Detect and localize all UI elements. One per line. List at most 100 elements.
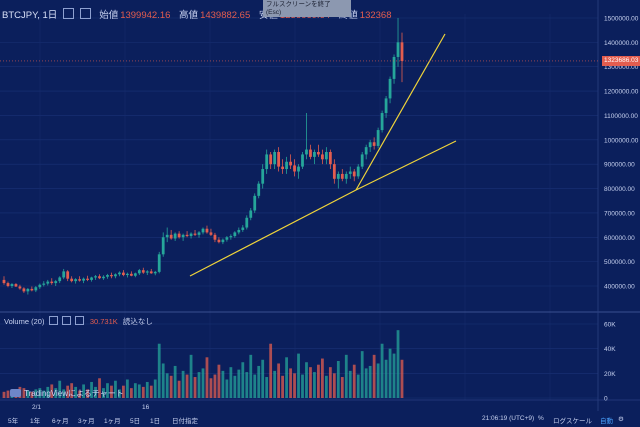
volume-bar bbox=[110, 385, 113, 398]
auto-scale-toggle[interactable]: 自動 bbox=[600, 418, 613, 425]
candle-body bbox=[98, 276, 101, 279]
volume-bar bbox=[321, 358, 324, 398]
volume-bar bbox=[364, 368, 368, 398]
header-settings-icon[interactable] bbox=[62, 8, 74, 19]
volume-hide-icon[interactable] bbox=[61, 316, 71, 325]
date-range-button[interactable]: 日付指定 bbox=[172, 418, 198, 425]
percent-toggle[interactable]: % bbox=[538, 415, 544, 422]
volume-bar bbox=[62, 389, 66, 398]
candle-body bbox=[233, 232, 237, 237]
candle-body bbox=[38, 284, 42, 288]
volume-bar bbox=[384, 359, 388, 398]
clock-display[interactable]: 21:06:19 (UTC+9) bbox=[482, 415, 535, 422]
candle-body bbox=[42, 283, 46, 285]
volume-bar bbox=[22, 388, 26, 398]
volume-bar bbox=[137, 384, 141, 398]
volume-bar bbox=[189, 354, 193, 398]
volume-bar bbox=[305, 362, 308, 398]
volume-bar bbox=[201, 368, 205, 398]
header-hide-icon[interactable] bbox=[79, 8, 91, 19]
bottom-settings-icon[interactable]: ⚙ bbox=[618, 416, 624, 423]
candle-body bbox=[297, 166, 300, 172]
volume-bar bbox=[6, 390, 10, 398]
volume-status: 読込なし bbox=[122, 317, 153, 326]
bottom-toolbar: 5年 1年 6ヶ月 3ヶ月 1ヶ月 5日 1日 日付指定 21:06:19 (U… bbox=[0, 411, 640, 427]
candle-body bbox=[261, 169, 265, 184]
volume-bar bbox=[348, 370, 352, 398]
candle-body bbox=[229, 236, 233, 238]
volume-bar bbox=[149, 385, 153, 398]
candle-body bbox=[336, 173, 340, 179]
volume-bar bbox=[344, 354, 348, 398]
candle-body bbox=[34, 287, 38, 291]
tradingview-logo-icon bbox=[10, 389, 21, 397]
candle-body bbox=[82, 278, 85, 281]
volume-bar bbox=[118, 389, 121, 398]
volume-bar bbox=[388, 348, 392, 398]
candle-body bbox=[122, 272, 125, 276]
candle-body bbox=[392, 56, 396, 79]
range-6m-button[interactable]: 6ヶ月 bbox=[52, 418, 69, 425]
range-5y-button[interactable]: 5年 bbox=[8, 418, 19, 425]
volume-bar bbox=[281, 375, 284, 398]
volume-bar bbox=[82, 384, 85, 398]
volume-bar bbox=[2, 391, 6, 398]
candle-body bbox=[356, 166, 360, 177]
volume-bar bbox=[70, 383, 74, 398]
volume-axis-label: 60K bbox=[604, 322, 616, 329]
candle-body bbox=[237, 229, 241, 233]
candle-body bbox=[141, 270, 145, 273]
volume-axis-label: 40K bbox=[604, 346, 616, 353]
candle-body bbox=[54, 281, 58, 284]
candle-body bbox=[221, 239, 225, 243]
volume-bar bbox=[249, 354, 253, 398]
volume-bar bbox=[317, 364, 320, 398]
candle-body bbox=[205, 228, 209, 233]
volume-settings-icon[interactable] bbox=[48, 316, 58, 325]
volume-bar bbox=[129, 388, 133, 398]
tradingview-logo[interactable]: TradingViewによるチャート bbox=[10, 388, 124, 399]
volume-bar bbox=[221, 370, 225, 398]
volume-bar bbox=[173, 365, 177, 398]
volume-bar bbox=[34, 389, 38, 398]
log-scale-toggle[interactable]: ログスケール bbox=[553, 418, 592, 425]
candle-body bbox=[70, 278, 74, 282]
volume-bar bbox=[197, 372, 201, 398]
volume-bar bbox=[122, 385, 125, 398]
range-3m-button[interactable]: 3ヶ月 bbox=[78, 418, 95, 425]
candle-body bbox=[317, 152, 320, 155]
volume-bar bbox=[289, 368, 292, 398]
range-1y-button[interactable]: 1年 bbox=[30, 418, 41, 425]
candle-body bbox=[249, 210, 253, 218]
volume-bar bbox=[356, 374, 360, 398]
tradingview-logo-text: TradingViewによるチャート bbox=[24, 389, 124, 398]
candle-body bbox=[161, 237, 165, 255]
high-label: 高値 bbox=[179, 10, 199, 21]
range-5d-button[interactable]: 5日 bbox=[130, 418, 141, 425]
volume-header: Volume (20) 30.731K 読込なし bbox=[4, 316, 153, 327]
candle-body bbox=[281, 166, 284, 170]
volume-bar bbox=[185, 374, 189, 398]
range-1d-button[interactable]: 1日 bbox=[150, 418, 161, 425]
volume-bar bbox=[372, 354, 376, 398]
candle-body bbox=[328, 152, 332, 165]
candle-body bbox=[197, 232, 201, 235]
candle-body bbox=[309, 149, 312, 157]
volume-title[interactable]: Volume (20) bbox=[4, 317, 45, 326]
open-label: 始値 bbox=[99, 10, 119, 21]
volume-bar bbox=[125, 379, 129, 398]
candle-body bbox=[153, 271, 157, 274]
price-axis-label: 1100000.00 bbox=[604, 113, 638, 120]
price-axis-label: 1200000.00 bbox=[604, 89, 639, 96]
candle-body bbox=[321, 154, 324, 160]
symbol-title[interactable]: BTCJPY, 1日 bbox=[2, 10, 58, 21]
volume-close-icon[interactable] bbox=[74, 316, 84, 325]
volume-bar bbox=[225, 379, 229, 398]
volume-axis-label: 20K bbox=[604, 371, 616, 378]
candle-body bbox=[110, 275, 113, 277]
volume-bar bbox=[293, 373, 296, 398]
volume-bar bbox=[392, 353, 396, 398]
candle-body bbox=[18, 286, 22, 289]
range-1m-button[interactable]: 1ヶ月 bbox=[104, 418, 121, 425]
